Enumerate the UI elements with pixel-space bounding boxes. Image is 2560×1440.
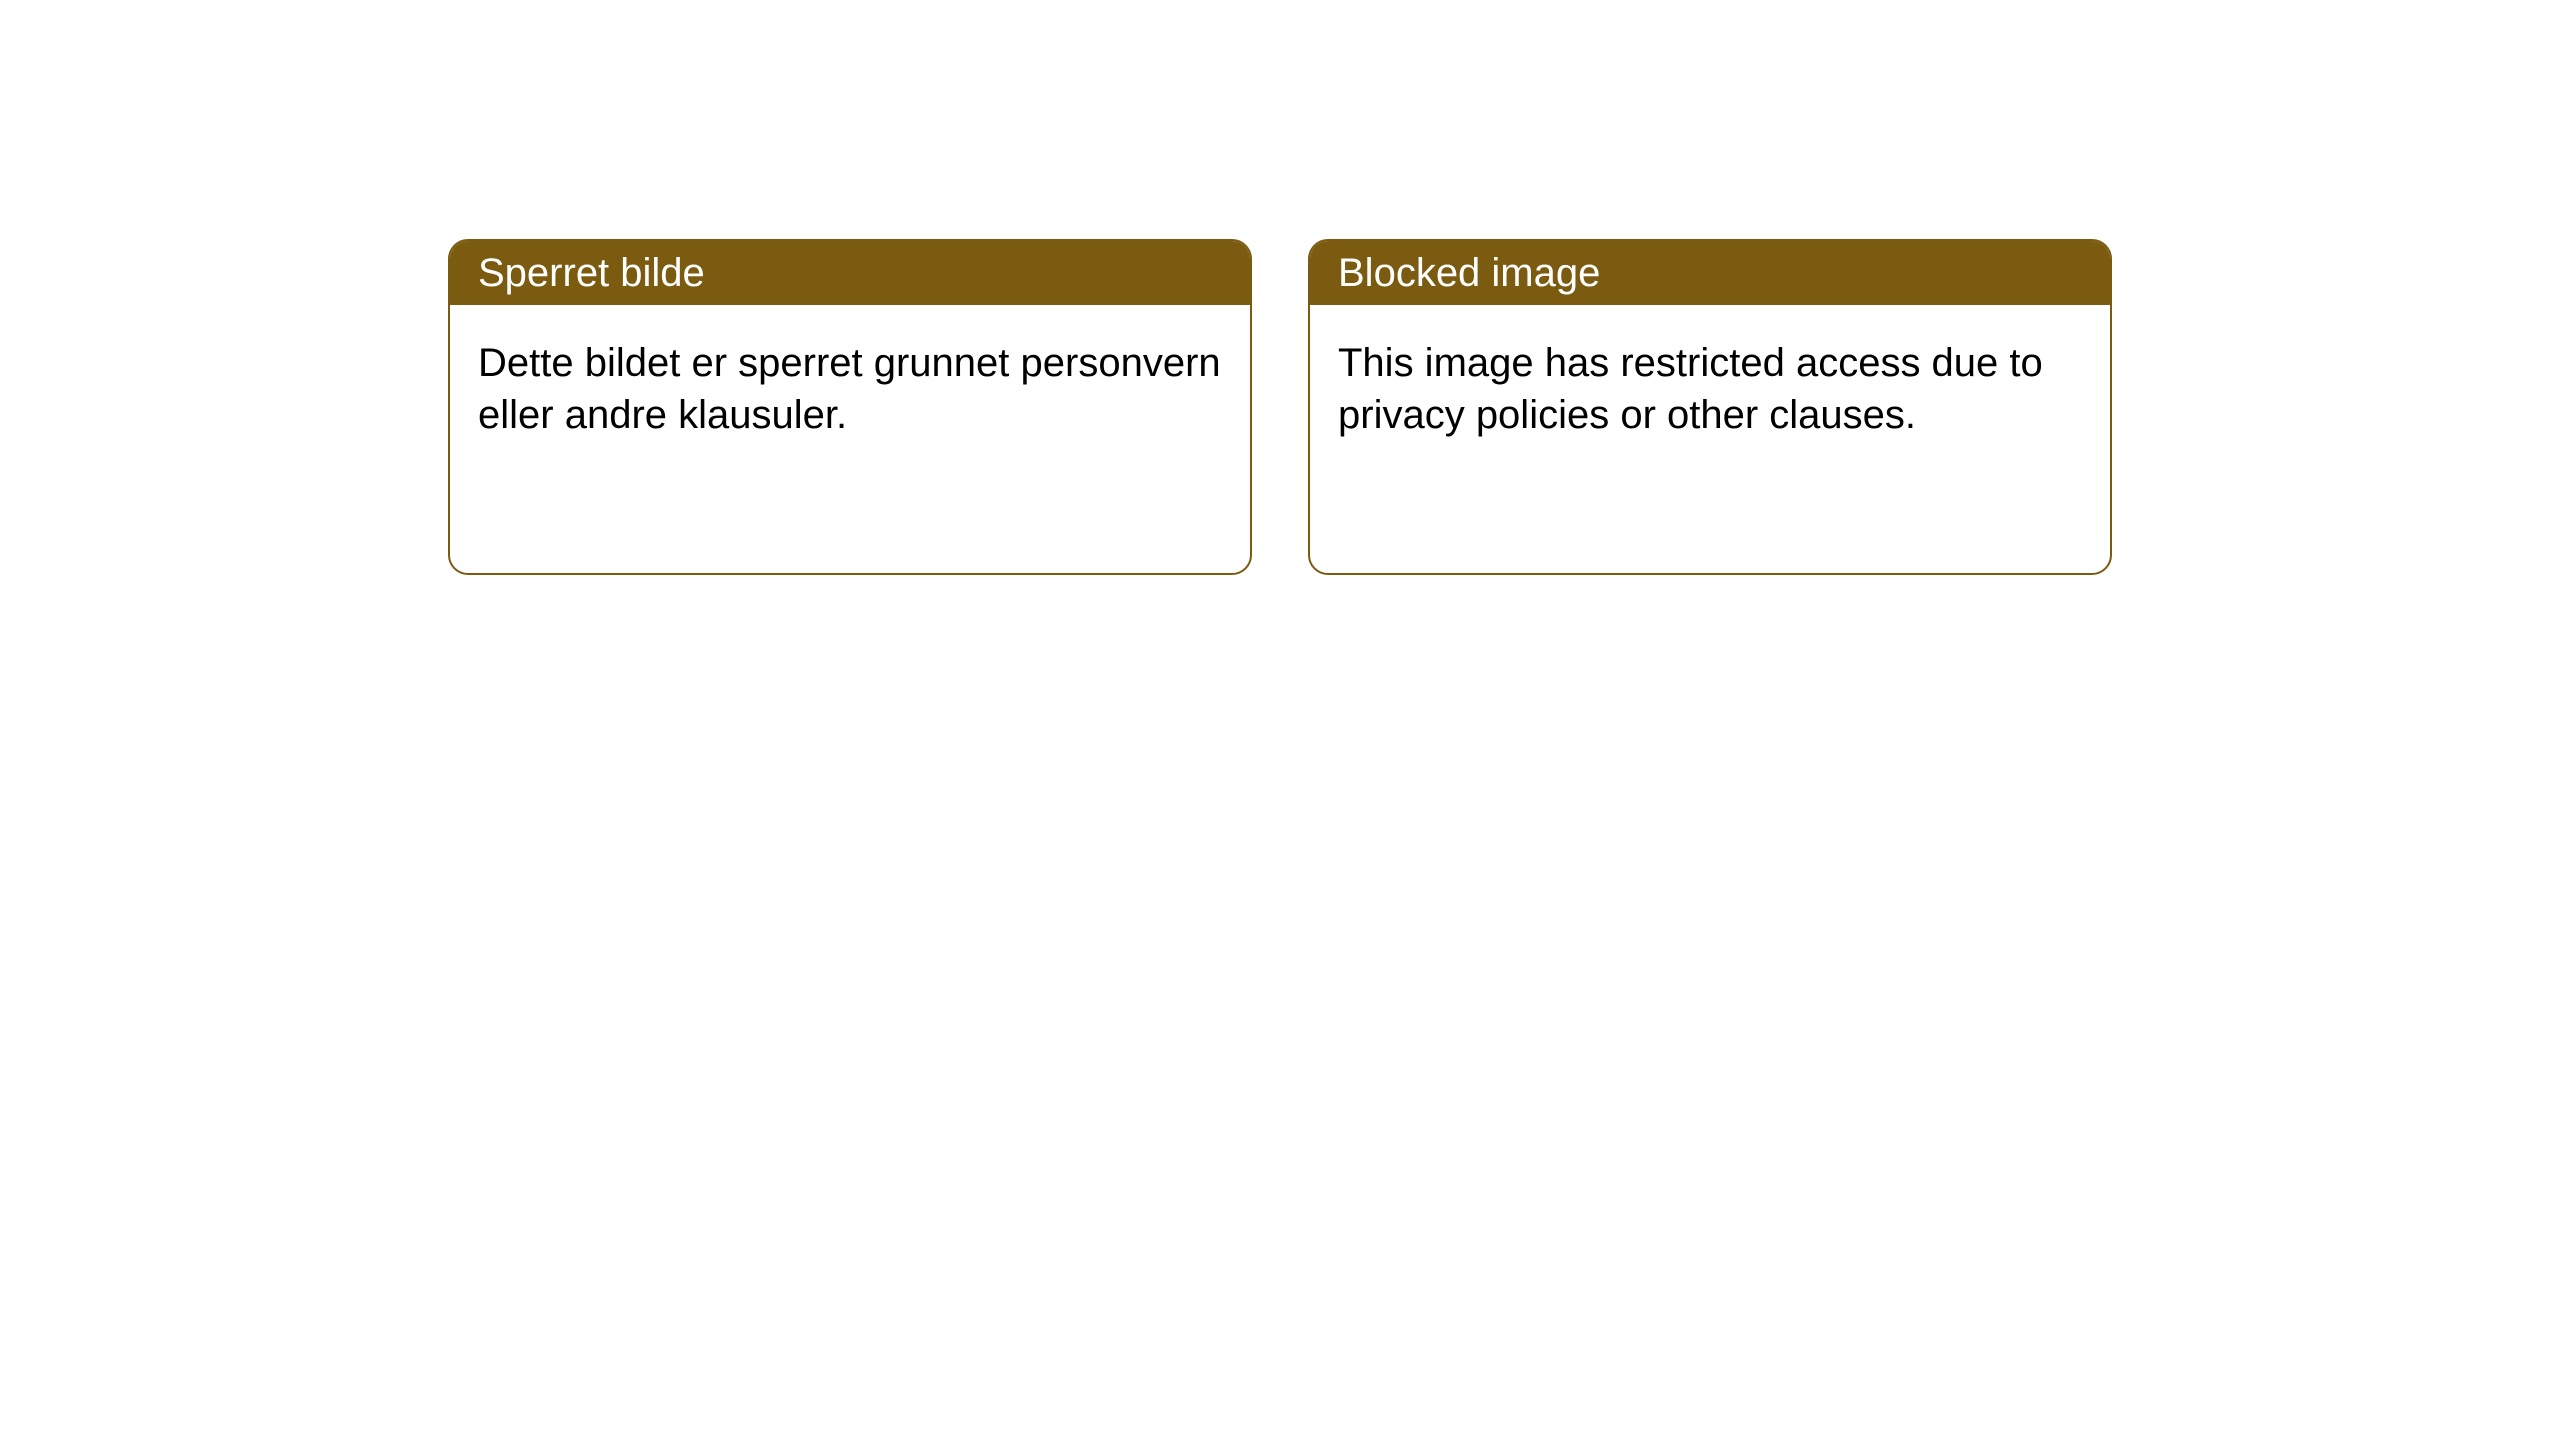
card-body: Dette bildet er sperret grunnet personve… [450,305,1250,473]
card-body-text: Dette bildet er sperret grunnet personve… [478,341,1221,437]
card-title: Sperret bilde [478,251,705,295]
blocked-image-card-english: Blocked image This image has restricted … [1308,239,2112,575]
blocked-image-card-norwegian: Sperret bilde Dette bildet er sperret gr… [448,239,1252,575]
card-body: This image has restricted access due to … [1310,305,2110,473]
card-body-text: This image has restricted access due to … [1338,341,2043,437]
card-header: Sperret bilde [450,241,1250,305]
card-header: Blocked image [1310,241,2110,305]
card-title: Blocked image [1338,251,1600,295]
cards-container: Sperret bilde Dette bildet er sperret gr… [0,0,2560,575]
